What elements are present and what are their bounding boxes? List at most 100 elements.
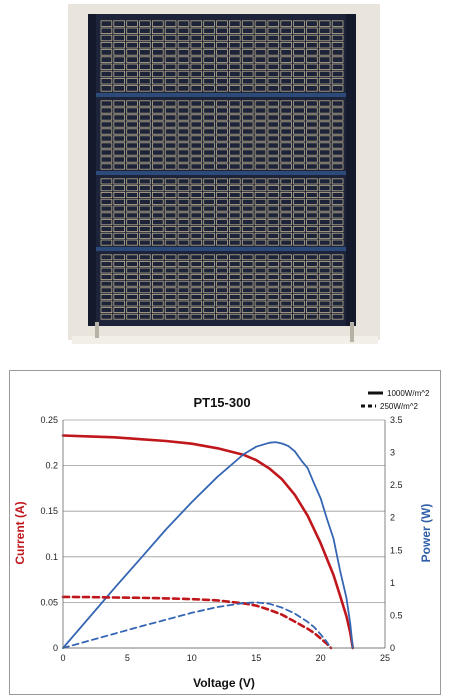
solar-cell: [203, 107, 215, 114]
solar-cell: [318, 191, 331, 198]
solar-cell: [293, 163, 305, 170]
solar-cell: [152, 280, 164, 287]
solar-cell: [177, 239, 190, 246]
solar-cell: [293, 85, 305, 92]
solar-cell: [267, 27, 280, 34]
solar-cell: [241, 178, 254, 185]
solar-cell: [100, 163, 113, 170]
solar-cell: [306, 142, 318, 149]
solar-cell: [293, 142, 305, 149]
solar-cell: [190, 225, 203, 232]
solar-cell: [241, 239, 254, 246]
solar-cell: [216, 185, 228, 192]
solar-cell: [100, 121, 113, 128]
solar-cell: [152, 191, 164, 198]
solar-cell: [113, 70, 125, 78]
solar-cell: [216, 163, 228, 170]
solar-cell: [190, 313, 203, 320]
x-tick-label: 10: [187, 653, 197, 663]
solar-cell: [318, 280, 331, 287]
solar-cell: [293, 70, 305, 78]
y-tick-label: 0.1: [45, 552, 58, 562]
solar-cell: [113, 280, 125, 287]
solar-cell: [331, 142, 344, 149]
tick-labels: 0 5 10 15 20 2500.050.10.150.20.2500.511.522.…: [40, 415, 402, 663]
solar-cell: [164, 149, 177, 156]
solar-cell: [113, 185, 125, 192]
solar-cell: [267, 178, 280, 185]
solar-cell: [293, 274, 305, 281]
solar-cell: [318, 313, 331, 320]
solar-cell: [126, 300, 138, 307]
solar-cell: [280, 185, 293, 192]
y-tick-label: 0.05: [40, 597, 58, 607]
solar-cell: [100, 34, 113, 42]
solar-cell: [254, 205, 267, 212]
solar-cell: [241, 198, 254, 205]
solar-cell: [267, 63, 280, 70]
solar-cell: [228, 63, 241, 70]
solar-cell: [280, 225, 293, 232]
solar-cell: [203, 42, 215, 49]
solar-cell: [152, 274, 164, 281]
solar-cell: [228, 280, 241, 287]
solar-cell: [241, 280, 254, 287]
solar-cell: [306, 114, 318, 121]
solar-cell: [267, 149, 280, 156]
solar-cell: [306, 287, 318, 294]
solar-cell: [152, 225, 164, 232]
solar-cell: [216, 78, 228, 85]
solar-cell: [113, 300, 125, 307]
solar-cell: [152, 205, 164, 212]
solar-cell: [113, 313, 125, 320]
solar-cell: [203, 156, 215, 163]
solar-cell: [280, 85, 293, 92]
solar-cell: [216, 267, 228, 274]
solar-cell: [331, 27, 344, 34]
solar-cell: [241, 185, 254, 192]
solar-cell: [113, 293, 125, 300]
solar-cell: [241, 307, 254, 314]
solar-cell: [216, 27, 228, 34]
solar-cell: [241, 267, 254, 274]
solar-cell: [306, 293, 318, 300]
solar-cell: [203, 254, 215, 261]
solar-cell: [139, 142, 151, 149]
solar-cell: [100, 300, 113, 307]
solar-cell: [228, 313, 241, 320]
solar-cell: [254, 267, 267, 274]
solar-cell: [306, 212, 318, 219]
solar-cell: [306, 185, 318, 192]
solar-cell: [177, 280, 190, 287]
solar-cell: [177, 232, 190, 239]
solar-cell: [331, 219, 344, 226]
solar-cell: [190, 198, 203, 205]
solar-cell: [280, 27, 293, 34]
solar-cell: [203, 142, 215, 149]
solar-cell: [331, 107, 344, 114]
solar-cell: [139, 239, 151, 246]
solar-cell: [331, 205, 344, 212]
solar-cell: [216, 219, 228, 226]
solar-cell: [164, 198, 177, 205]
solar-cell: [126, 239, 138, 246]
solar-cell: [139, 293, 151, 300]
solar-cell: [177, 293, 190, 300]
solar-cell: [267, 219, 280, 226]
solar-cell: [139, 20, 151, 27]
solar-cell: [306, 163, 318, 170]
bus-bar: [96, 171, 346, 175]
solar-cell: [293, 78, 305, 85]
solar-cell: [241, 274, 254, 281]
solar-cell: [318, 212, 331, 219]
solar-cell: [267, 239, 280, 246]
solar-cell: [190, 232, 203, 239]
solar-cell: [306, 107, 318, 114]
solar-cell: [254, 27, 267, 34]
solar-cell: [203, 280, 215, 287]
solar-cell: [331, 128, 344, 135]
solar-cell: [216, 142, 228, 149]
solar-cell: [216, 156, 228, 163]
solar-cell: [113, 142, 125, 149]
solar-cell: [126, 287, 138, 294]
